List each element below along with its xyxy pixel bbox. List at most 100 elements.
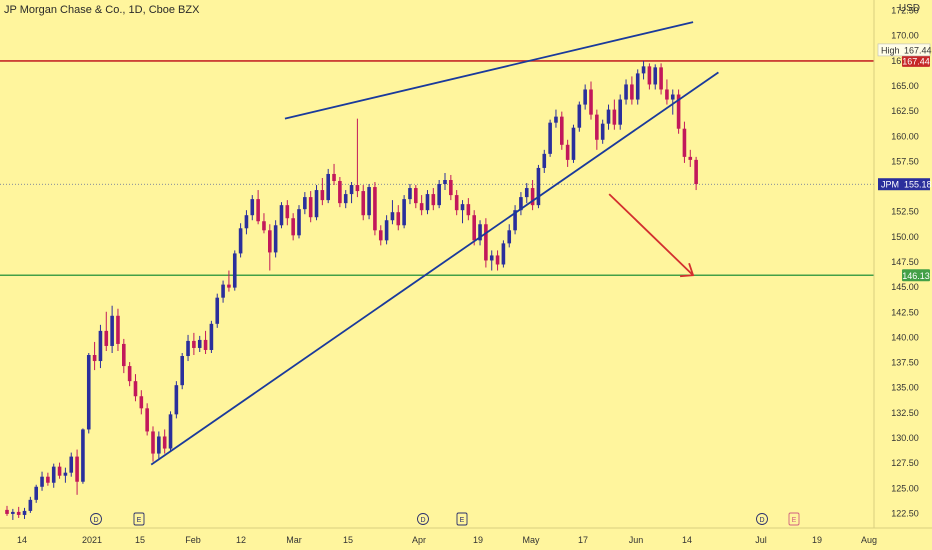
projection-arrow[interactable] [608,193,694,276]
candle-body [437,184,441,206]
candle-body [577,104,582,128]
candle-body [22,510,27,515]
candle-body [186,340,190,357]
candle-body [5,509,9,514]
candle-body [86,355,91,430]
y-tick-label: 132.50 [891,408,919,418]
support-price-value: 146.13 [902,271,930,281]
lower-trendline[interactable] [150,71,719,466]
x-tick-label: Aug [861,535,877,545]
x-tick-label: Jun [629,535,644,545]
candle-body [133,381,138,397]
x-tick-label: 12 [236,535,246,545]
earnings-marker[interactable] [788,512,800,526]
candle-body [244,215,249,229]
candle-body [530,188,535,206]
candle-body [11,511,15,514]
candle-body [168,414,173,449]
chart-title: JP Morgan Chase & Co., 1D, Cboe BZX [4,4,200,16]
candle-body [419,203,424,211]
candle-body [688,156,693,160]
upper-trendline[interactable] [284,21,694,120]
candle-body [583,89,587,105]
candle-body [285,205,290,219]
last-value: 155.18 [904,180,932,190]
candle-body [378,230,383,241]
candle-body [28,499,33,511]
candle-body [51,466,56,483]
candle-body [367,187,371,216]
y-tick-label: 130.00 [891,433,919,443]
candle-body [600,123,605,140]
resistance-price-tag [902,54,930,67]
y-tick-label: 140.00 [891,332,919,342]
dividend-marker[interactable] [756,513,768,525]
high-value: 167.44 [904,45,932,55]
earnings-marker[interactable] [133,512,145,526]
candle-body [595,114,599,140]
candle-body [501,243,506,265]
candle-body [653,67,658,85]
candle-body [349,185,354,195]
candle-body [250,199,255,216]
candle-body [232,253,237,288]
candle-body [659,67,663,90]
candle-body [519,197,523,211]
candle-body [227,284,231,288]
candle-body [209,323,214,350]
candle-body [308,197,313,218]
candle-body [180,356,184,386]
high-tag [877,43,931,57]
x-tick-label: Apr [412,535,426,545]
y-tick-label: 157.50 [891,156,919,166]
candle-body [524,188,529,198]
candle-body [332,173,336,182]
candle-body [396,212,401,226]
candle-body [624,84,628,100]
candle-body [303,197,307,210]
candle-body [116,315,120,344]
candle-body [507,230,512,244]
candle-body [560,116,564,145]
candle-body [238,228,243,254]
dividend-marker[interactable] [417,513,429,525]
candle-body [460,204,465,211]
candle-body [647,66,652,85]
candle-body [676,94,681,129]
candle-body [151,431,155,454]
y-tick-label: 150.00 [891,232,919,242]
candle-body [174,385,179,415]
candle-body [110,315,114,346]
candle-body [40,476,44,487]
x-tick-label: Mar [286,535,302,545]
candle-body [542,153,547,168]
candle-body [484,224,488,261]
candle-body [694,159,698,185]
candle-body [589,89,593,115]
y-tick-label: 142.50 [891,307,919,317]
candle-body [291,218,295,236]
candle-body [443,180,447,185]
y-tick-label: 160.00 [891,131,919,141]
y-tick-label: 147.50 [891,257,919,267]
event-marker-letter: D [420,517,425,524]
event-marker-letter: D [93,517,98,524]
candle-body [203,339,208,350]
event-marker-letter: E [792,517,797,524]
candle-body [641,66,646,74]
candle-body [489,255,494,261]
candle-body [408,188,412,200]
candle-body [69,456,74,473]
y-tick-label: 172.50 [891,6,919,16]
y-tick-label: 145.00 [891,282,919,292]
candle-body [162,436,167,449]
candle-body [127,366,132,382]
dividend-marker[interactable] [90,513,102,525]
candle-body [606,109,611,124]
candle-body [431,194,436,206]
candle-body [81,429,85,482]
y-tick-label: 127.50 [891,458,919,468]
y-tick-label: 152.50 [891,207,919,217]
earnings-marker[interactable] [456,512,468,526]
